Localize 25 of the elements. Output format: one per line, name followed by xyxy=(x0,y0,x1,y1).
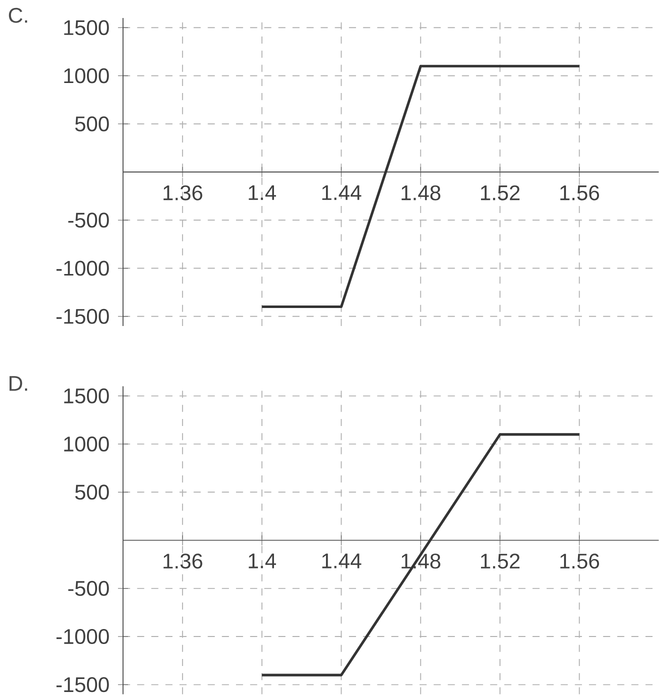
y-tick-label: 1000 xyxy=(64,68,109,84)
y-tick-label: 1000 xyxy=(64,436,109,452)
chart-title: C. xyxy=(8,8,28,23)
y-tick-label: -500 xyxy=(68,212,109,228)
x-tick-label: 1.4 xyxy=(248,554,276,568)
x-tick-label: 1.44 xyxy=(322,185,362,200)
y-tick-label: 1500 xyxy=(64,20,109,36)
y-tick-label: -500 xyxy=(68,580,109,596)
y-tick-label: 1500 xyxy=(64,388,109,404)
y-tick-label: -1500 xyxy=(56,677,109,692)
x-tick-label: 1.56 xyxy=(560,554,599,569)
x-tick-label: 1.4 xyxy=(248,185,276,200)
y-tick-label: -1000 xyxy=(56,260,109,276)
y-tick-label: -1000 xyxy=(56,629,109,644)
y-tick-label: -1500 xyxy=(56,308,109,324)
x-tick-label: 1.56 xyxy=(560,185,599,200)
x-tick-label: 1.48 xyxy=(402,185,440,200)
y-tick-label: 500 xyxy=(75,484,109,500)
x-tick-label: 1.52 xyxy=(480,185,520,200)
x-tick-label: 1.36 xyxy=(163,185,202,200)
x-tick-label: 1.36 xyxy=(163,554,202,569)
chart-title: D. xyxy=(9,376,28,391)
x-tick-label: 1.44 xyxy=(322,554,362,568)
y-tick-label: 500 xyxy=(75,116,109,132)
x-tick-label: 1.52 xyxy=(480,554,520,569)
